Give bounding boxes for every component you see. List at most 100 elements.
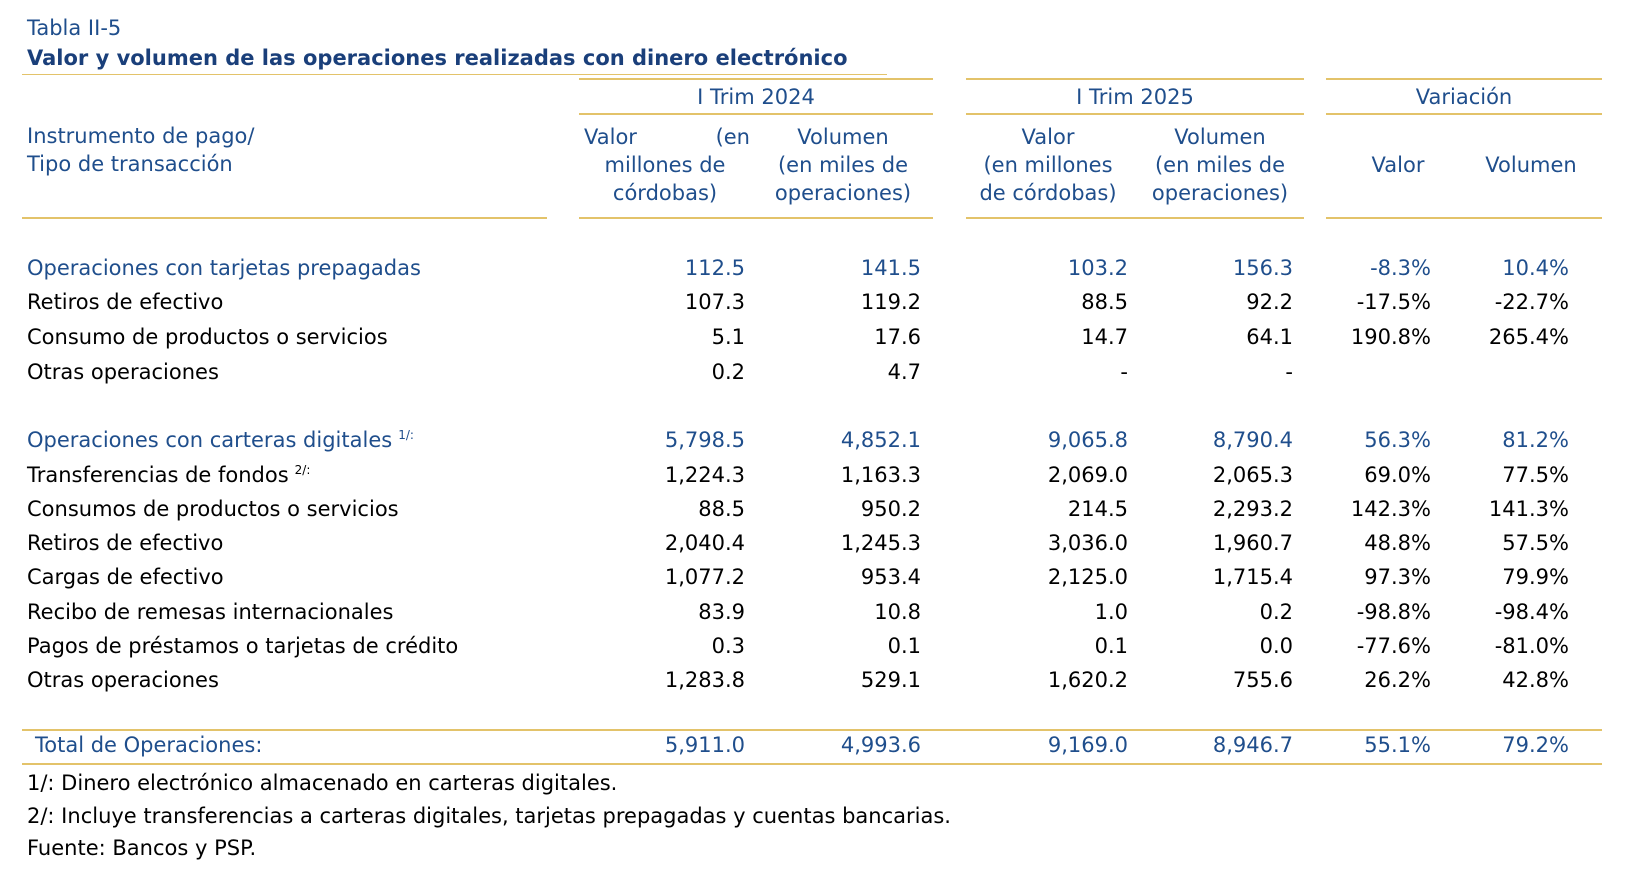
row-label-text: Consumo de productos o servicios bbox=[27, 325, 388, 349]
p2-volume-c: operaciones) bbox=[1151, 181, 1289, 205]
source-note: Fuente: Bancos y PSP. bbox=[27, 836, 257, 860]
row-label-text: Operaciones con carteras digitales bbox=[27, 428, 393, 452]
footnote-marker: 1/: bbox=[398, 428, 414, 442]
table-cell: 0.2 bbox=[711, 360, 745, 384]
table-cell: 79.2% bbox=[1502, 733, 1569, 757]
table-cell: 103.2 bbox=[1067, 256, 1128, 280]
table-cell: -81.0% bbox=[1494, 634, 1569, 658]
p1-value-b: (en bbox=[715, 125, 750, 149]
rule-p1-sub bbox=[579, 113, 933, 115]
rule-total-top bbox=[22, 729, 1602, 731]
rule-var-sub bbox=[1326, 113, 1602, 115]
row-label: Consumos de productos o servicios bbox=[27, 497, 399, 521]
table-cell: 88.5 bbox=[698, 497, 745, 521]
table-cell: 1,245.3 bbox=[840, 531, 921, 555]
table-cell: 5,911.0 bbox=[664, 733, 745, 757]
table-cell: -8.3% bbox=[1370, 256, 1431, 280]
table-cell: 8,946.7 bbox=[1212, 733, 1293, 757]
row-header: Instrumento de pago/ Tipo de transacción bbox=[27, 122, 254, 178]
table-cell: 2,065.3 bbox=[1212, 463, 1293, 487]
table-cell: 48.8% bbox=[1364, 531, 1431, 555]
row-label: Cargas de efectivo bbox=[27, 565, 224, 589]
row-header-line2: Tipo de transacción bbox=[27, 152, 233, 176]
p2-volume-header: Volumen (en miles de operaciones) bbox=[1138, 123, 1302, 207]
table-cell: 953.4 bbox=[860, 565, 921, 589]
table-cell: -17.5% bbox=[1356, 290, 1431, 314]
table-cell: 88.5 bbox=[1081, 290, 1128, 314]
table-cell: 1,960.7 bbox=[1212, 531, 1293, 555]
table-cell: -98.4% bbox=[1494, 600, 1569, 624]
table-cell: 17.6 bbox=[874, 325, 921, 349]
p2-volume-a: Volumen bbox=[1174, 125, 1266, 149]
table-cell: 10.8 bbox=[874, 600, 921, 624]
table-cell: 83.9 bbox=[698, 600, 745, 624]
table-cell: 1,224.3 bbox=[664, 463, 745, 487]
p1-volume-header: Volumen (en miles de operaciones) bbox=[758, 123, 928, 207]
rule-p1-top bbox=[579, 78, 933, 80]
p2-volume-b: (en miles de bbox=[1154, 153, 1285, 177]
table-cell: -22.7% bbox=[1494, 290, 1569, 314]
table-cell: 112.5 bbox=[684, 256, 745, 280]
table-cell: 14.7 bbox=[1081, 325, 1128, 349]
table-cell: 4,852.1 bbox=[840, 428, 921, 452]
p1-volume-a: Volumen bbox=[797, 125, 889, 149]
rule-var-bottom bbox=[1326, 217, 1602, 219]
row-label-text: Consumos de productos o servicios bbox=[27, 497, 399, 521]
table-cell: 107.3 bbox=[684, 290, 745, 314]
rule-p2-top bbox=[966, 78, 1304, 80]
table-cell: 9,065.8 bbox=[1047, 428, 1128, 452]
table-cell: 142.3% bbox=[1350, 497, 1431, 521]
row-label: Consumo de productos o servicios bbox=[27, 325, 388, 349]
table-cell: 97.3% bbox=[1364, 565, 1431, 589]
rule-label-bottom bbox=[22, 217, 547, 219]
row-label-text: Otras operaciones bbox=[27, 360, 219, 384]
p1-value-d: córdobas) bbox=[612, 181, 718, 205]
table-cell: 81.2% bbox=[1502, 428, 1569, 452]
table-cell: 265.4% bbox=[1488, 325, 1569, 349]
var-value-header: Valor bbox=[1371, 153, 1425, 177]
p1-value-a: Valor bbox=[584, 125, 637, 149]
row-label-text: Operaciones con tarjetas prepagadas bbox=[27, 256, 421, 280]
table-cell: 57.5% bbox=[1502, 531, 1569, 555]
table-cell: 141.3% bbox=[1488, 497, 1569, 521]
row-label: Retiros de efectivo bbox=[27, 531, 223, 555]
var-volume-header: Volumen bbox=[1485, 153, 1577, 177]
table-cell: 755.6 bbox=[1232, 668, 1293, 692]
table-cell: 55.1% bbox=[1364, 733, 1431, 757]
table-cell: 2,125.0 bbox=[1047, 565, 1128, 589]
table-cell: 9,169.0 bbox=[1047, 733, 1128, 757]
table-cell: 56.3% bbox=[1364, 428, 1431, 452]
table-cell: 1,715.4 bbox=[1212, 565, 1293, 589]
table-cell: 1,283.8 bbox=[664, 668, 745, 692]
row-label-text: Retiros de efectivo bbox=[27, 290, 224, 314]
table-cell: 1.0 bbox=[1094, 600, 1128, 624]
table-cell: 64.1 bbox=[1246, 325, 1293, 349]
table-cell: - bbox=[1120, 360, 1128, 384]
table-cell: 141.5 bbox=[860, 256, 921, 280]
rule-p1-bottom bbox=[579, 217, 933, 219]
table-cell: 92.2 bbox=[1246, 290, 1293, 314]
row-label-text: Retiros de efectivo bbox=[27, 531, 224, 555]
period-variation: Variación bbox=[1415, 85, 1513, 109]
table-cell: 190.8% bbox=[1350, 325, 1431, 349]
footnote-1: 1/: Dinero electrónico almacenado en car… bbox=[27, 771, 618, 795]
title-rule bbox=[22, 74, 887, 75]
row-label-text: Otras operaciones bbox=[27, 668, 219, 692]
table-cell: 2,069.0 bbox=[1047, 463, 1128, 487]
rule-p2-bottom bbox=[966, 217, 1304, 219]
row-header-line1: Instrumento de pago/ bbox=[27, 124, 255, 148]
table-cell: 3,036.0 bbox=[1047, 531, 1128, 555]
period-2024: I Trim 2024 bbox=[697, 85, 815, 109]
table-cell: 42.8% bbox=[1502, 668, 1569, 692]
table-cell: -77.6% bbox=[1356, 634, 1431, 658]
table-cell: 1,620.2 bbox=[1047, 668, 1128, 692]
p1-value-header: Valor (en millones de córdobas) bbox=[580, 123, 750, 207]
rule-total-bottom bbox=[22, 763, 1602, 765]
p2-value-a: Valor bbox=[1021, 125, 1075, 149]
table-cell: 79.9% bbox=[1502, 565, 1569, 589]
p2-value-b: (en millones bbox=[983, 153, 1113, 177]
row-label: Recibo de remesas internacionales bbox=[27, 600, 393, 624]
row-label: Otras operaciones bbox=[27, 668, 219, 692]
rule-p2-sub bbox=[966, 113, 1304, 115]
table-cell: 119.2 bbox=[860, 290, 921, 314]
